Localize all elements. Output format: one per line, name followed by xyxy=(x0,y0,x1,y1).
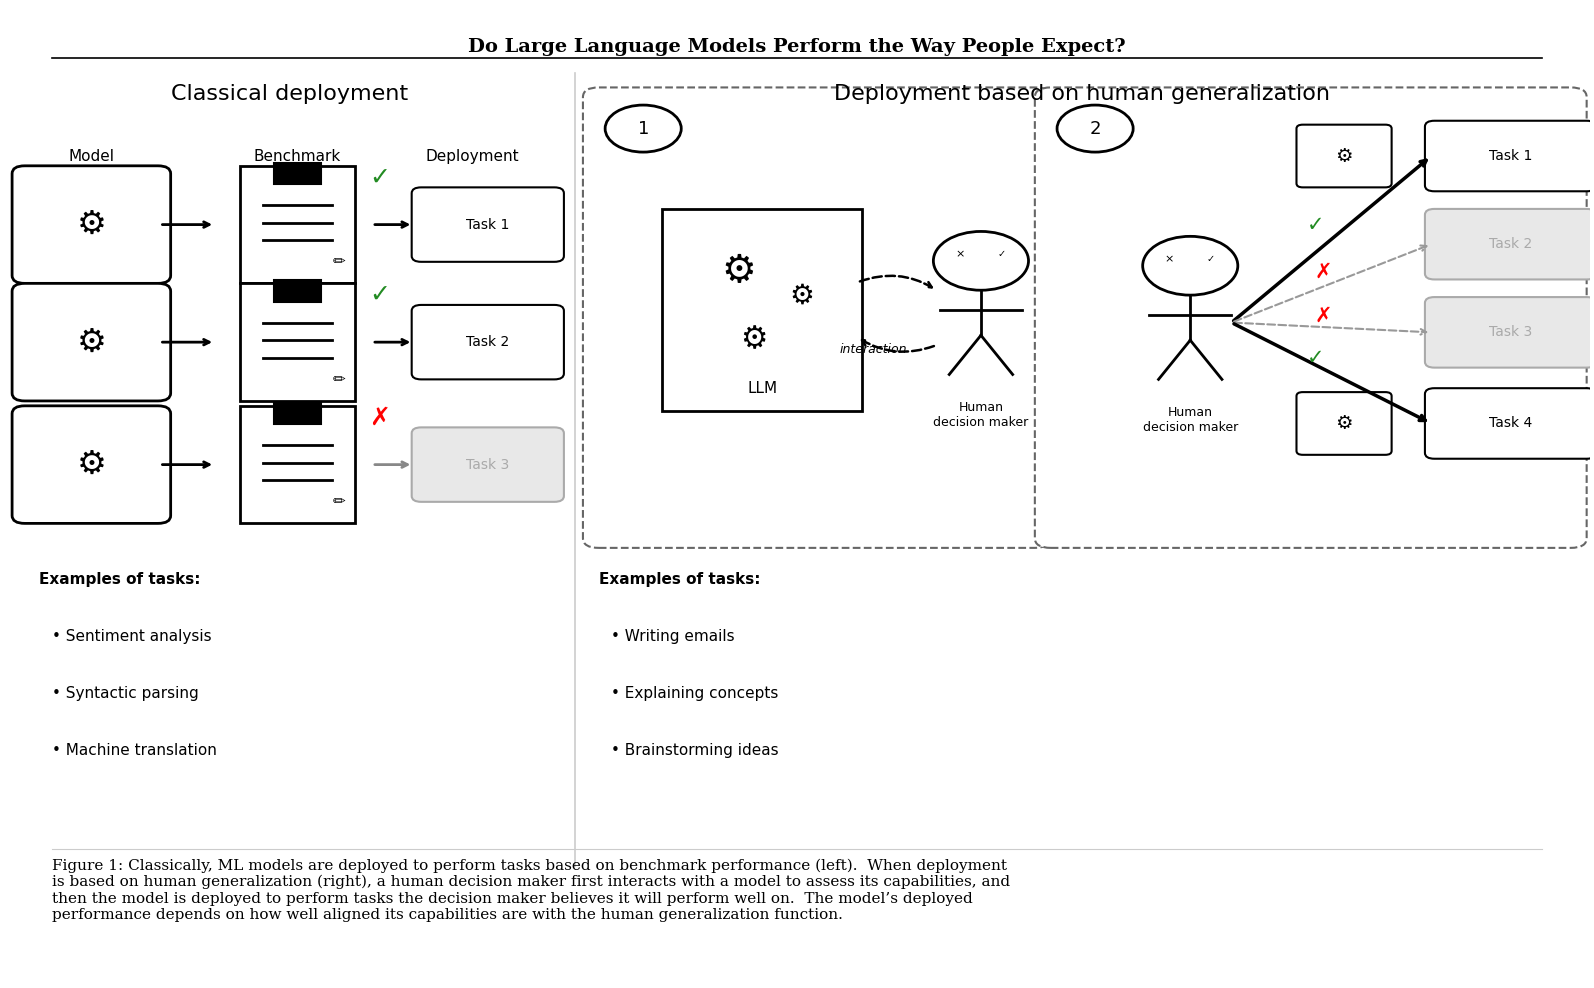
FancyBboxPatch shape xyxy=(1425,297,1594,368)
FancyBboxPatch shape xyxy=(274,281,322,302)
Text: • Explaining concepts: • Explaining concepts xyxy=(612,686,779,701)
Text: ✓: ✓ xyxy=(370,166,391,190)
Text: Figure 1: Classically, ML models are deployed to perform tasks based on benchmar: Figure 1: Classically, ML models are dep… xyxy=(51,859,1011,922)
Text: Classical deployment: Classical deployment xyxy=(171,85,408,105)
Text: ✏: ✏ xyxy=(333,494,346,510)
Circle shape xyxy=(606,105,681,152)
Text: Human
decision maker: Human decision maker xyxy=(934,401,1028,429)
Text: • Writing emails: • Writing emails xyxy=(612,629,735,644)
Text: LLM: LLM xyxy=(748,380,778,396)
Text: Task 1: Task 1 xyxy=(465,217,510,231)
Text: Examples of tasks:: Examples of tasks: xyxy=(599,572,760,588)
FancyBboxPatch shape xyxy=(411,188,564,262)
Text: • Syntactic parsing: • Syntactic parsing xyxy=(51,686,199,701)
Text: ⚙: ⚙ xyxy=(741,325,768,354)
Text: ⚙: ⚙ xyxy=(789,282,815,309)
FancyBboxPatch shape xyxy=(13,284,171,401)
Text: ⚙: ⚙ xyxy=(77,449,107,481)
Text: Deployment based on human generalization: Deployment based on human generalization xyxy=(834,85,1331,105)
Text: ⚙: ⚙ xyxy=(1336,414,1353,433)
FancyBboxPatch shape xyxy=(13,406,171,524)
FancyBboxPatch shape xyxy=(1425,388,1594,458)
Text: Task 4: Task 4 xyxy=(1489,417,1532,431)
Text: Human
decision maker: Human decision maker xyxy=(1143,406,1239,434)
FancyBboxPatch shape xyxy=(662,208,862,411)
Text: Examples of tasks:: Examples of tasks: xyxy=(38,572,201,588)
FancyBboxPatch shape xyxy=(241,166,354,284)
Text: ⚙: ⚙ xyxy=(77,208,107,241)
Text: ✏: ✏ xyxy=(333,371,346,387)
Text: ✗: ✗ xyxy=(370,406,391,430)
FancyBboxPatch shape xyxy=(274,403,322,425)
Text: • Brainstorming ideas: • Brainstorming ideas xyxy=(612,743,779,758)
FancyBboxPatch shape xyxy=(1035,88,1586,548)
Text: Do Large Language Models Perform the Way People Expect?: Do Large Language Models Perform the Way… xyxy=(469,39,1125,56)
Text: Task 3: Task 3 xyxy=(465,457,510,471)
Text: ⚙: ⚙ xyxy=(1336,146,1353,166)
Circle shape xyxy=(1057,105,1133,152)
Text: ✓: ✓ xyxy=(998,249,1006,259)
FancyBboxPatch shape xyxy=(241,406,354,524)
Text: Task 2: Task 2 xyxy=(465,335,510,349)
Text: ✓: ✓ xyxy=(370,284,391,307)
Text: ✗: ✗ xyxy=(1315,305,1333,326)
FancyBboxPatch shape xyxy=(241,284,354,401)
FancyBboxPatch shape xyxy=(1296,124,1392,188)
Circle shape xyxy=(1143,236,1239,295)
Text: ✓: ✓ xyxy=(1307,349,1325,369)
Text: Task 3: Task 3 xyxy=(1489,325,1532,339)
FancyBboxPatch shape xyxy=(13,166,171,284)
Text: Task 1: Task 1 xyxy=(1489,149,1532,163)
Text: ✏: ✏ xyxy=(333,254,346,270)
Circle shape xyxy=(934,231,1028,290)
Text: 2: 2 xyxy=(1089,120,1101,137)
FancyBboxPatch shape xyxy=(1425,208,1594,280)
FancyBboxPatch shape xyxy=(411,305,564,379)
Text: Task 2: Task 2 xyxy=(1489,237,1532,251)
FancyBboxPatch shape xyxy=(1425,121,1594,192)
Text: 1: 1 xyxy=(638,120,649,137)
Text: ×: × xyxy=(1165,254,1175,264)
Text: ✓: ✓ xyxy=(1207,254,1215,264)
Text: ⚙: ⚙ xyxy=(720,252,756,289)
FancyBboxPatch shape xyxy=(411,428,564,502)
Text: interaction: interaction xyxy=(840,343,907,356)
FancyBboxPatch shape xyxy=(1296,392,1392,454)
Text: ✓: ✓ xyxy=(1307,214,1325,234)
Text: • Machine translation: • Machine translation xyxy=(51,743,217,758)
FancyBboxPatch shape xyxy=(583,88,1050,548)
Text: Model: Model xyxy=(69,148,115,164)
Text: ⚙: ⚙ xyxy=(77,326,107,359)
Text: Benchmark: Benchmark xyxy=(253,148,341,164)
Text: Deployment: Deployment xyxy=(426,148,518,164)
Text: ✗: ✗ xyxy=(1315,262,1333,282)
FancyBboxPatch shape xyxy=(274,163,322,185)
Text: ×: × xyxy=(956,249,964,259)
Text: • Sentiment analysis: • Sentiment analysis xyxy=(51,629,212,644)
